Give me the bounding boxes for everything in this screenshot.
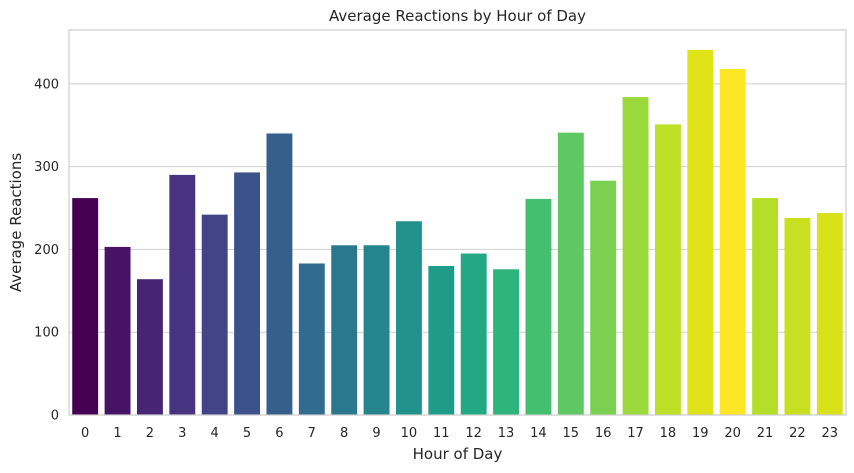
plot-frame: [68, 29, 847, 416]
x-tick-label: 1: [113, 426, 121, 441]
x-tick-label: 2: [146, 426, 154, 441]
bar-hour-21: [752, 198, 779, 415]
chart-title: Average Reactions by Hour of Day: [329, 7, 586, 25]
x-tick-label: 3: [178, 426, 186, 441]
x-tick-label: 7: [308, 426, 316, 441]
bars: [72, 49, 843, 416]
x-tick-label: 13: [498, 426, 515, 441]
bar-hour-0: [72, 198, 99, 415]
x-tick-label: 10: [401, 426, 418, 441]
bar-hour-12: [460, 253, 487, 415]
bar-hour-9: [363, 245, 390, 415]
x-tick-label: 9: [372, 426, 380, 441]
bar-hour-2: [136, 279, 163, 415]
bar-hour-10: [395, 221, 422, 415]
bar-hour-4: [201, 214, 228, 415]
x-tick-label: 6: [275, 426, 283, 441]
bar-hour-8: [331, 245, 358, 415]
bar-hour-19: [687, 49, 714, 415]
y-tick-label: 300: [34, 160, 59, 175]
y-tick-label: 400: [34, 77, 59, 92]
bar-hour-16: [590, 180, 617, 415]
x-tick-label: 19: [692, 426, 709, 441]
bar-hour-3: [169, 174, 196, 415]
x-tick-label: 22: [789, 426, 806, 441]
bar-hour-6: [266, 133, 293, 415]
bar-hour-22: [784, 217, 811, 415]
bar-hour-13: [493, 269, 520, 415]
x-tick-label: 11: [433, 426, 450, 441]
bar-hour-5: [234, 172, 261, 415]
bar-hour-20: [719, 68, 746, 416]
bar-hour-17: [622, 97, 649, 415]
x-tick-label: 20: [724, 426, 741, 441]
bar-hour-14: [525, 198, 552, 415]
x-tick-label: 23: [822, 426, 839, 441]
y-axis-label: Average Reactions: [7, 153, 25, 293]
bar-hour-7: [298, 263, 325, 415]
x-tick-label: 18: [660, 426, 677, 441]
x-tick-label: 5: [243, 426, 251, 441]
bar-hour-15: [557, 132, 584, 415]
y-axis-ticks: 0 100 200 300 400: [34, 77, 59, 423]
x-tick-label: 14: [530, 426, 547, 441]
bar-hour-11: [428, 265, 455, 415]
x-tick-label: 21: [757, 426, 774, 441]
y-tick-label: 0: [51, 409, 59, 424]
x-axis-ticks: 0 1 2 3 4 5 6 7 8 9 10 11 12 13 14 15 16 17 18 19 20 21 22 23: [81, 426, 838, 441]
y-tick-label: 200: [34, 243, 59, 258]
x-tick-label: 0: [81, 426, 89, 441]
x-tick-label: 16: [595, 426, 612, 441]
x-tick-label: 15: [563, 426, 580, 441]
x-axis-label: Hour of Day: [413, 445, 503, 463]
x-tick-label: 4: [211, 426, 219, 441]
y-tick-label: 100: [34, 326, 59, 341]
bar-hour-1: [104, 246, 131, 415]
bar-hour-23: [816, 212, 843, 415]
bar-hour-18: [654, 124, 681, 416]
x-tick-label: 12: [465, 426, 482, 441]
x-tick-label: 8: [340, 426, 348, 441]
x-tick-label: 17: [627, 426, 644, 441]
